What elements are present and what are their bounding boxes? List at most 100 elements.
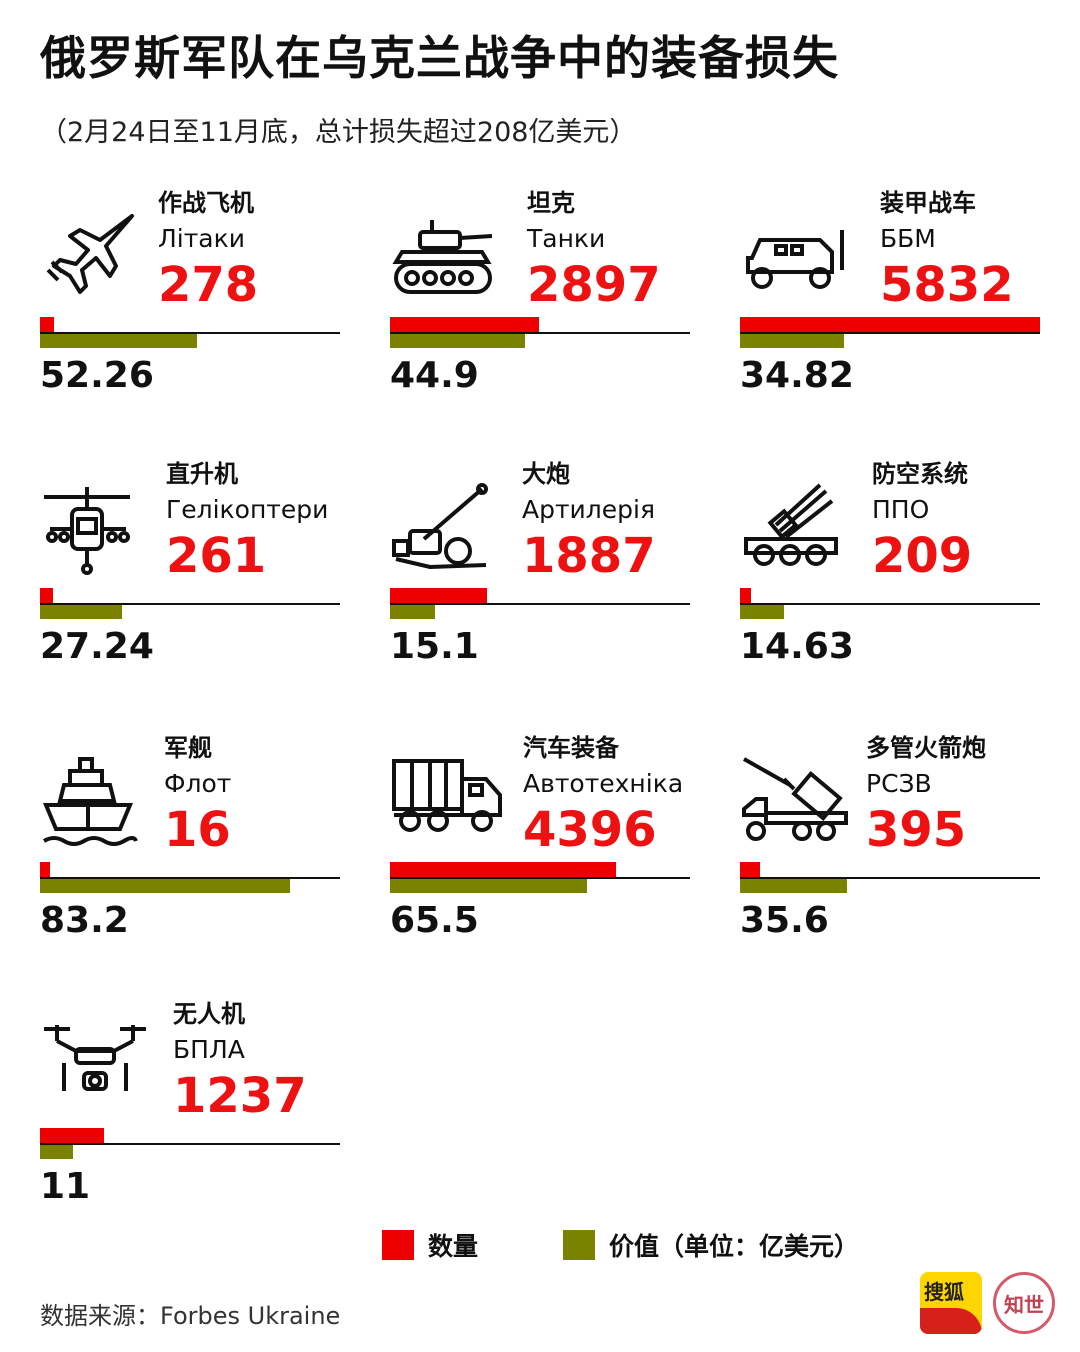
legend-count-label: 数量	[428, 1232, 479, 1261]
armored-vehicle-icon	[740, 210, 855, 320]
category-ua-label: Артилерія	[522, 495, 655, 524]
count-label: 5832	[880, 257, 1014, 313]
bar-group	[40, 1128, 340, 1160]
panel-truck: 汽车装备 Автотехніка 4396 65.5	[390, 730, 700, 970]
bar-baseline	[740, 332, 1040, 334]
category-ua-label: Флот	[164, 769, 232, 798]
count-label: 209	[872, 528, 973, 584]
panel-rocket-launcher: 多管火箭炮 РСЗВ 395 35.6	[740, 730, 1050, 970]
data-source: 数据来源：Forbes Ukraine	[40, 1302, 341, 1330]
bar-group	[390, 862, 690, 894]
category-ua-label: БПЛА	[173, 1035, 245, 1064]
sohu-logo: 搜狐	[920, 1272, 982, 1334]
count-label: 1237	[173, 1068, 307, 1124]
bar-group	[40, 588, 340, 620]
category-cn-label: 大炮	[522, 460, 570, 488]
value-label: 34.82	[740, 355, 854, 396]
category-cn-label: 汽车装备	[523, 734, 619, 762]
rocket-launcher-icon	[740, 755, 855, 865]
bar-group	[390, 588, 690, 620]
value-label: 52.26	[40, 355, 154, 396]
drone-icon	[40, 1021, 155, 1131]
count-label: 261	[166, 528, 267, 584]
panel-armored-vehicle: 装甲战车 ББМ 5832 34.82	[740, 185, 1050, 425]
bar-value	[390, 605, 436, 619]
value-label: 83.2	[40, 900, 129, 941]
panel-artillery: 大炮 Артилерія 1887 15.1	[390, 456, 700, 696]
warship-icon	[40, 755, 155, 865]
bar-count	[40, 317, 55, 332]
legend-value: 价值（单位：亿美元）	[563, 1228, 859, 1262]
panel-drone: 无人机 БПЛА 1237 11	[40, 996, 350, 1236]
category-ua-label: ППО	[872, 495, 930, 524]
count-label: 2897	[527, 257, 661, 313]
bar-group	[40, 862, 340, 894]
bar-count	[740, 862, 761, 877]
bar-baseline	[40, 332, 340, 334]
legend-count-swatch	[382, 1230, 414, 1260]
category-cn-label: 作战飞机	[158, 189, 254, 217]
truck-icon	[390, 755, 505, 865]
bar-count	[40, 862, 50, 877]
bar-baseline	[390, 877, 690, 879]
category-cn-label: 军舰	[164, 734, 212, 762]
count-label: 4396	[523, 802, 657, 858]
bar-value	[740, 879, 847, 893]
bar-count	[40, 1128, 104, 1143]
category-ua-label: Танки	[527, 224, 606, 253]
bar-count	[740, 317, 1040, 332]
panel-helicopter: 直升机 Гелікоптери 261 27.24	[40, 456, 350, 696]
bar-value	[40, 1145, 73, 1159]
bar-baseline	[40, 877, 340, 879]
category-ua-label: ББМ	[880, 224, 936, 253]
bar-group	[740, 862, 1040, 894]
category-cn-label: 防空系统	[872, 460, 968, 488]
bar-count	[390, 862, 617, 877]
bar-baseline	[390, 603, 690, 605]
chart-title: 俄罗斯军队在乌克兰战争中的装备损失	[40, 31, 839, 85]
tank-icon	[390, 210, 505, 320]
bar-baseline	[740, 877, 1040, 879]
panel-air-defense: 防空系统 ППО 209 14.63	[740, 456, 1050, 696]
category-ua-label: Літаки	[158, 224, 245, 253]
panel-tank: 坦克 Танки 2897 44.9	[390, 185, 700, 425]
artillery-icon	[390, 481, 505, 591]
count-label: 278	[158, 257, 259, 313]
category-cn-label: 装甲战车	[880, 189, 976, 217]
category-ua-label: Автотехніка	[523, 769, 684, 798]
value-label: 27.24	[40, 626, 154, 667]
bar-group	[740, 588, 1040, 620]
value-label: 11	[40, 1166, 91, 1207]
panel-warship: 军舰 Флот 16 83.2	[40, 730, 350, 970]
helicopter-icon	[40, 481, 155, 591]
bar-value	[390, 879, 587, 893]
bar-group	[740, 317, 1040, 349]
chart-subtitle: （2月24日至11月底，总计损失超过208亿美元）	[40, 117, 637, 148]
bar-baseline	[740, 603, 1040, 605]
air-defense-icon	[740, 481, 855, 591]
bar-group	[40, 317, 340, 349]
count-label: 395	[866, 802, 967, 858]
legend-value-label: 价值（单位：亿美元）	[609, 1232, 860, 1261]
bar-group	[390, 317, 690, 349]
category-cn-label: 坦克	[527, 189, 575, 217]
zhishi-logo: 知世	[993, 1272, 1055, 1334]
legend-value-swatch	[563, 1230, 595, 1260]
value-label: 65.5	[390, 900, 479, 941]
bar-baseline	[40, 603, 340, 605]
value-label: 15.1	[390, 626, 479, 667]
bar-value	[40, 879, 290, 893]
bar-value	[740, 605, 784, 619]
value-label: 44.9	[390, 355, 479, 396]
bar-value	[740, 334, 845, 348]
bar-count	[40, 588, 54, 603]
value-label: 14.63	[740, 626, 854, 667]
category-ua-label: Гелікоптери	[166, 495, 329, 524]
panel-fighter-jet: 作战飞机 Літаки 278 52.26	[40, 185, 350, 425]
value-label: 35.6	[740, 900, 829, 941]
category-ua-label: РСЗВ	[866, 769, 932, 798]
legend-count: 数量	[382, 1228, 478, 1262]
bar-count	[390, 317, 540, 332]
category-cn-label: 无人机	[173, 1000, 245, 1028]
count-label: 16	[164, 802, 231, 858]
